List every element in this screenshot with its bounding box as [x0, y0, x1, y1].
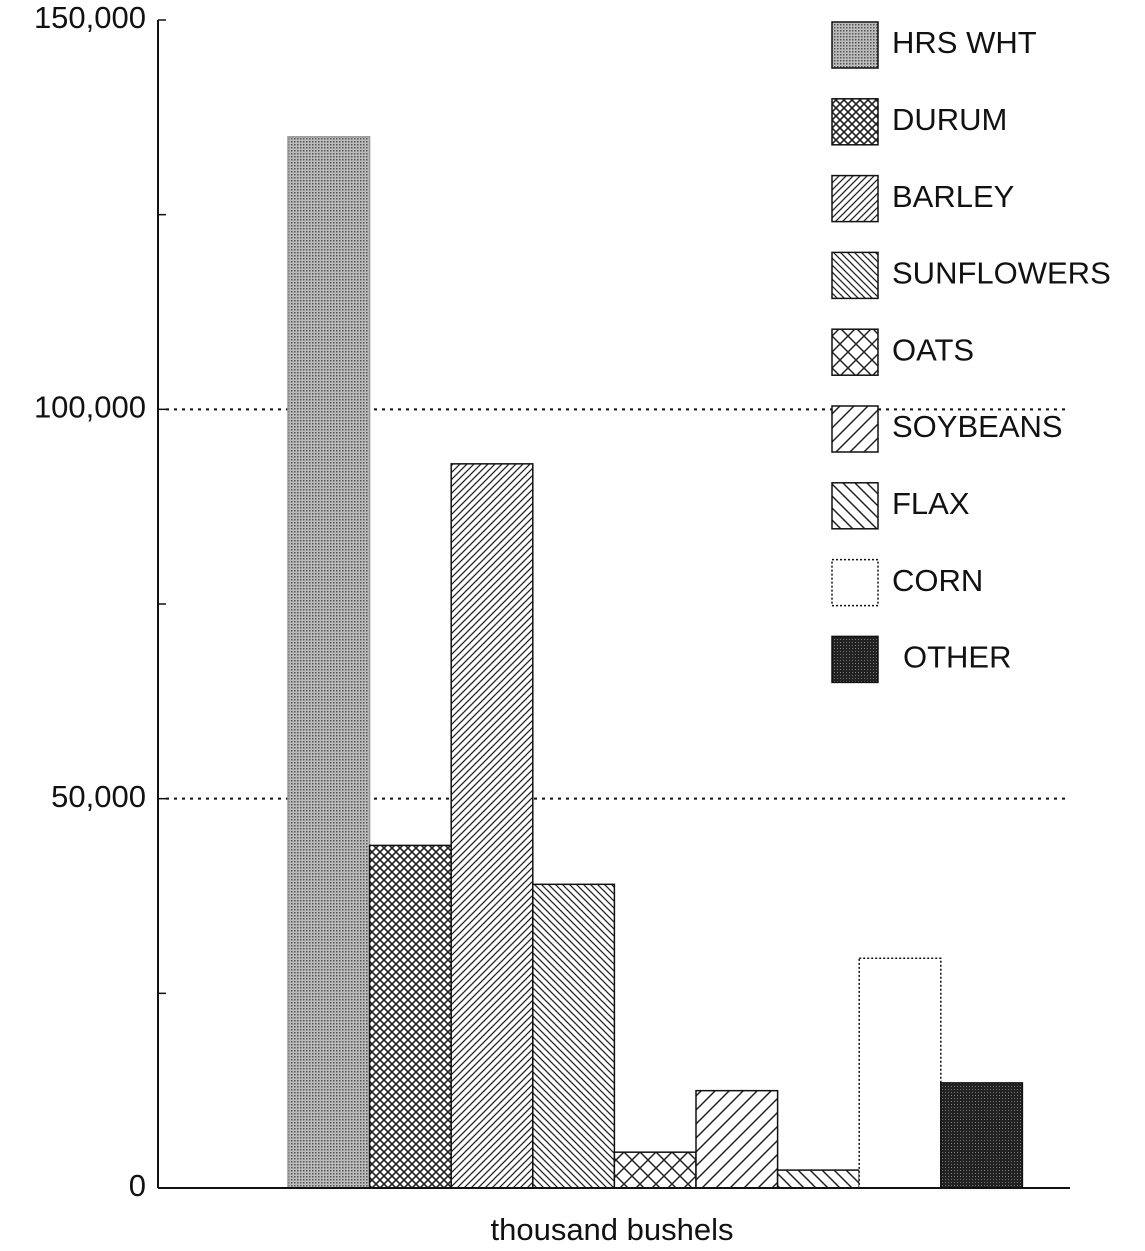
legend-swatch — [831, 251, 879, 300]
y-tick-label: 50,000 — [51, 779, 146, 814]
bar — [613, 1151, 697, 1189]
legend-label: OTHER — [903, 640, 1012, 675]
legend-label: FLAX — [892, 486, 970, 521]
bar — [450, 463, 534, 1189]
legend-label: SUNFLOWERS — [892, 256, 1111, 291]
legend-swatch — [831, 174, 879, 223]
legend-label: OATS — [892, 332, 974, 367]
bar — [776, 1169, 860, 1189]
legend-label: DURUM — [892, 102, 1007, 137]
legend-label: SOYBEANS — [892, 409, 1063, 444]
bar — [287, 136, 371, 1189]
legend-swatch — [831, 21, 879, 69]
y-tick-label: 100,000 — [34, 390, 146, 425]
bar — [368, 844, 452, 1189]
bar — [695, 1089, 779, 1189]
bar — [940, 1082, 1024, 1189]
bar — [858, 957, 942, 1189]
bar — [532, 883, 616, 1189]
y-tick-label: 150,000 — [34, 0, 146, 35]
legend-swatch — [831, 635, 879, 684]
legend-swatch — [831, 328, 879, 376]
y-tick-label: 0 — [129, 1168, 146, 1203]
legend-label: HRS WHT — [892, 25, 1037, 60]
legend-swatch — [831, 558, 879, 607]
legend-label: CORN — [892, 563, 983, 598]
legend-swatch — [831, 405, 879, 453]
x-axis-label: thousand bushels — [490, 1212, 733, 1247]
legend-swatch — [831, 98, 879, 146]
legend-swatch — [831, 482, 879, 530]
legend-label: BARLEY — [892, 179, 1014, 214]
